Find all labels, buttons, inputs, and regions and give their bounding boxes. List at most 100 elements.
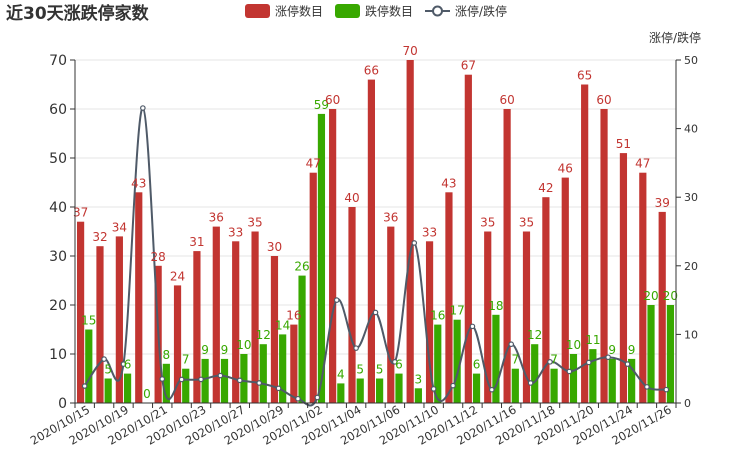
bar-rise[interactable]	[76, 221, 85, 403]
ratio-point[interactable]	[392, 359, 398, 365]
ratio-point[interactable]	[333, 297, 340, 303]
legend: 涨停数目 跌停数目 涨停/跌停	[245, 4, 507, 19]
bar-rise[interactable]	[503, 109, 511, 403]
bar-rise[interactable]	[445, 192, 453, 403]
y-tick-label: 60	[49, 102, 67, 118]
bar-fall[interactable]	[472, 373, 481, 403]
ratio-point[interactable]	[178, 376, 185, 383]
ratio-point[interactable]	[450, 382, 456, 389]
bar-rise[interactable]	[115, 236, 123, 403]
bar-fall[interactable]	[220, 358, 229, 403]
bar-fall[interactable]	[589, 349, 597, 403]
ratio-point[interactable]	[256, 380, 262, 386]
bar-fall[interactable]	[104, 378, 112, 404]
bar-rise[interactable]	[425, 241, 434, 403]
bar-rise[interactable]	[581, 84, 589, 404]
bar-rise[interactable]	[658, 211, 666, 403]
bar-rise[interactable]	[270, 256, 279, 403]
legend-item-ratio[interactable]: 涨停/跌停	[425, 4, 507, 19]
bar-fall[interactable]	[317, 113, 326, 404]
ratio-point[interactable]	[236, 377, 243, 384]
bar-rise[interactable]	[639, 172, 647, 403]
ratio-point[interactable]	[295, 395, 301, 402]
ratio-point[interactable]	[411, 240, 418, 246]
bar-rise[interactable]	[464, 74, 472, 403]
ratio-point[interactable]	[489, 386, 495, 393]
ratio-point[interactable]	[159, 376, 166, 382]
bar-rise[interactable]	[387, 226, 395, 403]
ratio-point[interactable]	[585, 359, 592, 366]
ratio-point[interactable]	[353, 345, 359, 351]
ratio-point[interactable]	[430, 386, 437, 392]
bar-rise[interactable]	[619, 153, 628, 403]
bar-rise[interactable]	[309, 172, 317, 403]
bar-fall[interactable]	[628, 358, 636, 403]
bar-fall[interactable]	[85, 329, 93, 404]
bar-fall[interactable]	[182, 368, 190, 403]
bar-fall[interactable]	[666, 305, 675, 403]
ratio-point[interactable]	[663, 386, 670, 393]
bar-fall[interactable]	[414, 388, 422, 403]
legend-item-rise[interactable]: 涨停数目	[245, 4, 323, 19]
ratio-line	[83, 107, 667, 407]
ratio-point[interactable]	[314, 394, 321, 401]
y2-axis-label: 涨停/跌停	[649, 30, 701, 45]
bar-fall[interactable]	[376, 378, 384, 404]
ratio-point[interactable]	[566, 368, 573, 375]
ratio-point[interactable]	[508, 341, 515, 348]
bar-rise[interactable]	[367, 79, 375, 403]
bar-fall[interactable]	[240, 354, 248, 403]
ratio-point[interactable]	[217, 372, 224, 379]
bar-fall[interactable]	[492, 314, 500, 403]
bar-fall[interactable]	[434, 324, 442, 403]
bar-rise[interactable]	[96, 246, 104, 403]
bar-fall[interactable]	[298, 275, 306, 403]
bar-fall[interactable]	[356, 378, 364, 404]
ratio-point[interactable]	[101, 356, 107, 362]
ratio-point[interactable]	[624, 361, 631, 367]
bar-rise[interactable]	[484, 231, 492, 404]
ratio-point[interactable]	[547, 359, 553, 365]
bar-rise[interactable]	[329, 109, 337, 403]
bar-fall[interactable]	[453, 319, 461, 403]
bar-fall[interactable]	[259, 344, 267, 403]
ratio-point[interactable]	[372, 309, 379, 316]
bar-fall[interactable]	[550, 368, 558, 403]
ratio-point[interactable]	[81, 383, 88, 389]
bar-rise[interactable]	[193, 251, 201, 403]
bar-rise[interactable]	[522, 231, 531, 404]
bar-fall[interactable]	[279, 334, 287, 403]
bar-rise[interactable]	[251, 231, 259, 404]
bar-fall[interactable]	[511, 368, 519, 403]
bar-rise[interactable]	[406, 60, 414, 403]
bar-rise[interactable]	[135, 192, 143, 403]
ratio-point[interactable]	[198, 376, 204, 383]
bar-fall[interactable]	[337, 383, 345, 403]
bar-fall[interactable]	[608, 358, 616, 403]
bar-fall[interactable]	[395, 373, 403, 403]
bar-fall[interactable]	[531, 344, 539, 403]
bar-rise[interactable]	[561, 177, 569, 403]
bar-rise[interactable]	[173, 285, 182, 403]
bar-rise[interactable]	[600, 109, 608, 403]
legend-item-fall[interactable]: 跌停数目	[335, 4, 413, 19]
bar-rise[interactable]	[348, 207, 356, 403]
y2-tick-label: 10	[684, 328, 698, 341]
ratio-point[interactable]	[140, 105, 146, 111]
ratio-point[interactable]	[644, 384, 650, 390]
bar-rise[interactable]	[290, 324, 298, 403]
ratio-point[interactable]	[469, 323, 476, 330]
bar-fall[interactable]	[162, 363, 170, 403]
bar-fall[interactable]	[123, 373, 132, 403]
bar-fall[interactable]	[201, 358, 209, 403]
bar-rise[interactable]	[212, 226, 220, 403]
data-label-fall: 5	[376, 363, 384, 377]
bar-fall[interactable]	[569, 354, 578, 403]
bar-fall[interactable]	[647, 305, 655, 403]
ratio-point[interactable]	[120, 361, 127, 367]
bar-rise[interactable]	[542, 197, 550, 403]
bar-rise[interactable]	[232, 241, 240, 403]
ratio-point[interactable]	[275, 385, 282, 392]
ratio-point[interactable]	[527, 380, 534, 386]
ratio-point[interactable]	[605, 354, 611, 361]
